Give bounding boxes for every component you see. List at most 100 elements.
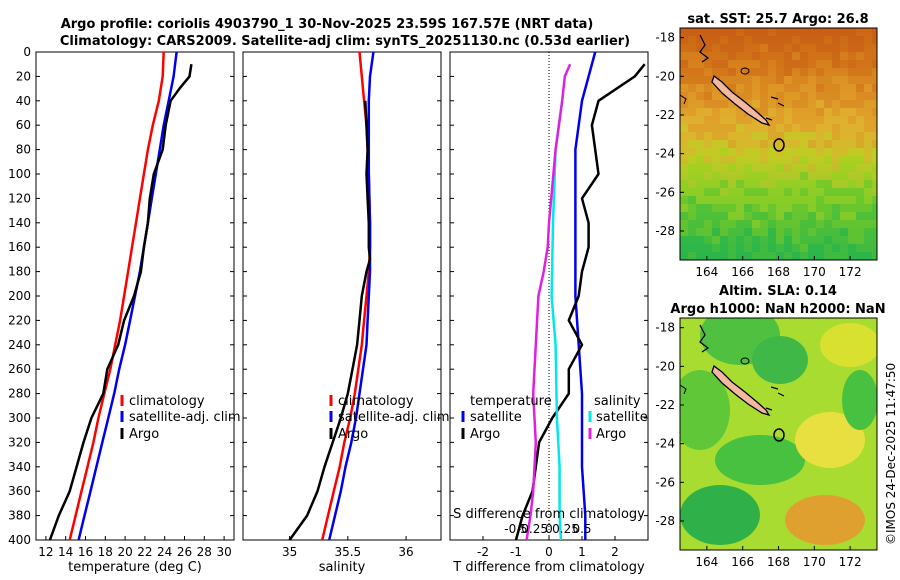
sst-cell — [704, 132, 712, 140]
sst-cell — [800, 228, 808, 236]
sst-cell — [776, 164, 784, 172]
sst-cell — [840, 180, 848, 188]
sst-cell — [816, 212, 824, 220]
sla-blob — [820, 323, 877, 367]
sst-cell — [816, 116, 824, 124]
sst-cell — [768, 140, 776, 148]
sst-cell — [784, 244, 792, 252]
sst-cell — [824, 172, 832, 180]
depth-tick-label: 80 — [16, 143, 31, 157]
sst-cell — [848, 100, 856, 108]
sst-cell — [784, 220, 792, 228]
sst-cell — [864, 228, 872, 236]
depth-tick-label: 340 — [8, 460, 31, 474]
sst-map-title: sat. SST: 25.7 Argo: 26.8 — [687, 12, 868, 27]
sst-cell — [856, 156, 864, 164]
sst-cell — [696, 220, 704, 228]
sst-cell — [760, 76, 768, 84]
x-tick-label: 20 — [117, 545, 132, 559]
sst-cell — [704, 68, 712, 76]
sst-cell — [720, 36, 728, 44]
sst-cell — [800, 28, 808, 36]
sst-cell — [816, 28, 824, 36]
sst-cell — [712, 196, 720, 204]
sst-cell — [720, 180, 728, 188]
sst-cell — [752, 180, 760, 188]
sst-cell — [816, 52, 824, 60]
sst-cell — [720, 140, 728, 148]
sst-cell — [840, 252, 848, 260]
sst-cell — [856, 84, 864, 92]
sst-cell — [864, 236, 872, 244]
sst-cell — [768, 100, 776, 108]
sst-cell — [688, 236, 696, 244]
sst-cell — [768, 252, 776, 260]
sst-cell — [728, 228, 736, 236]
sst-cell — [800, 148, 808, 156]
sst-cell — [752, 244, 760, 252]
sst-cell — [816, 188, 824, 196]
sst-cell — [688, 212, 696, 220]
sst-cell — [760, 164, 768, 172]
sst-cell — [832, 212, 840, 220]
sst-cell — [808, 140, 816, 148]
sst-cell — [808, 116, 816, 124]
sst-cell — [696, 172, 704, 180]
sst-cell — [792, 244, 800, 252]
sst-cell — [824, 180, 832, 188]
sst-cell — [848, 84, 856, 92]
sst-cell — [768, 124, 776, 132]
sst-cell — [728, 124, 736, 132]
sst-cell — [720, 228, 728, 236]
sst-cell — [744, 188, 752, 196]
sst-cell — [680, 212, 688, 220]
sst-cell — [840, 188, 848, 196]
sla-blob — [715, 435, 805, 485]
sst-cell — [832, 100, 840, 108]
sst-cell — [696, 236, 704, 244]
sst-cell — [784, 116, 792, 124]
sst-cell — [704, 92, 712, 100]
sst-cell — [768, 76, 776, 84]
sst-cell — [816, 100, 824, 108]
sst-cell — [824, 188, 832, 196]
sst-cell — [768, 228, 776, 236]
sst-cell — [688, 124, 696, 132]
sst-cell — [832, 140, 840, 148]
sst-cell — [712, 252, 720, 260]
sst-cell — [856, 132, 864, 140]
sst-cell — [688, 228, 696, 236]
sst-cell — [744, 60, 752, 68]
x-tick-label: 26 — [177, 545, 192, 559]
sst-cell — [760, 68, 768, 76]
loyalty-islands-sst — [765, 96, 785, 121]
sst-cell — [704, 212, 712, 220]
sst-cell — [824, 236, 832, 244]
sst-cell — [752, 228, 760, 236]
sst-cell — [848, 108, 856, 116]
sst-cell — [792, 76, 800, 84]
sst-cell — [840, 140, 848, 148]
sst-cell — [720, 76, 728, 84]
sst-cell — [784, 236, 792, 244]
sst-cell — [696, 252, 704, 260]
sst-cell — [856, 148, 864, 156]
sst-cell — [760, 132, 768, 140]
sst-cell — [832, 60, 840, 68]
sst-cell — [680, 132, 688, 140]
argo-marker-sst — [773, 138, 785, 152]
coastline-sst — [699, 34, 710, 63]
sst-cell — [816, 68, 824, 76]
sst-cell — [784, 28, 792, 36]
series-line-satellite-adj-clim — [77, 51, 178, 541]
sst-cell — [752, 204, 760, 212]
sst-cell — [808, 60, 816, 68]
sst-cell — [864, 28, 872, 36]
sst-cell — [800, 124, 808, 132]
sst-cell — [688, 140, 696, 148]
sst-cell — [712, 124, 720, 132]
sst-cell — [728, 220, 736, 228]
sst-cell — [768, 244, 776, 252]
sst-cell — [784, 84, 792, 92]
sst-cell — [760, 44, 768, 52]
